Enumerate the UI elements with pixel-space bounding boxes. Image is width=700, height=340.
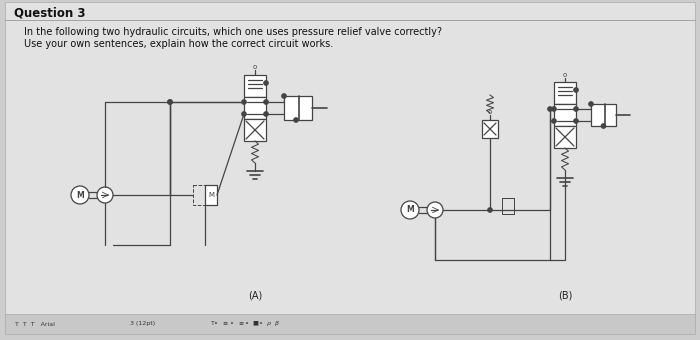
- Circle shape: [264, 100, 268, 104]
- Bar: [244, 119, 266, 141]
- Circle shape: [574, 107, 578, 111]
- Bar: [502, 198, 514, 214]
- Bar: [205, 185, 217, 205]
- Circle shape: [241, 112, 246, 116]
- Text: T  T  T   Arial: T T T Arial: [15, 322, 55, 326]
- Text: (A): (A): [248, 290, 262, 300]
- Text: Use your own sentences, explain how the correct circuit works.: Use your own sentences, explain how the …: [24, 39, 333, 49]
- Text: T$\bullet$  $\equiv$$\bullet$  $\equiv$$\bullet$  $\blacksquare$$\bullet$  $\rho: T$\bullet$ $\equiv$$\bullet$ $\equiv$$\b…: [210, 320, 280, 328]
- Text: Question 3: Question 3: [14, 6, 85, 19]
- Circle shape: [241, 100, 246, 104]
- Text: M: M: [406, 205, 414, 215]
- Text: o: o: [488, 109, 492, 115]
- Circle shape: [71, 186, 89, 204]
- Bar: [554, 126, 576, 148]
- Text: o: o: [563, 72, 567, 78]
- Bar: [554, 104, 576, 126]
- Circle shape: [552, 119, 556, 123]
- Circle shape: [264, 81, 268, 85]
- Circle shape: [401, 201, 419, 219]
- Text: 3 (12pt): 3 (12pt): [130, 322, 155, 326]
- Circle shape: [552, 107, 556, 111]
- Circle shape: [282, 94, 286, 98]
- Bar: [482, 120, 498, 138]
- Text: o: o: [253, 64, 257, 70]
- Circle shape: [574, 119, 578, 123]
- Bar: [554, 82, 576, 104]
- Text: M: M: [208, 192, 214, 198]
- Circle shape: [574, 88, 578, 92]
- Bar: [284, 96, 312, 120]
- Circle shape: [168, 100, 172, 104]
- Bar: [244, 97, 266, 119]
- Circle shape: [488, 208, 492, 212]
- Circle shape: [168, 100, 172, 104]
- Text: (B): (B): [558, 290, 572, 300]
- Circle shape: [589, 102, 593, 106]
- Text: M: M: [76, 190, 84, 200]
- Bar: [5, 314, 695, 334]
- Circle shape: [264, 112, 268, 116]
- Circle shape: [548, 107, 552, 111]
- Bar: [591, 104, 616, 126]
- Text: In the following two hydraulic circuits, which one uses pressure relief valve co: In the following two hydraulic circuits,…: [24, 27, 442, 37]
- Circle shape: [427, 202, 443, 218]
- Circle shape: [601, 124, 606, 128]
- Bar: [502, 198, 514, 214]
- Bar: [244, 75, 266, 97]
- Bar: [193, 185, 205, 205]
- Circle shape: [294, 118, 298, 122]
- Circle shape: [97, 187, 113, 203]
